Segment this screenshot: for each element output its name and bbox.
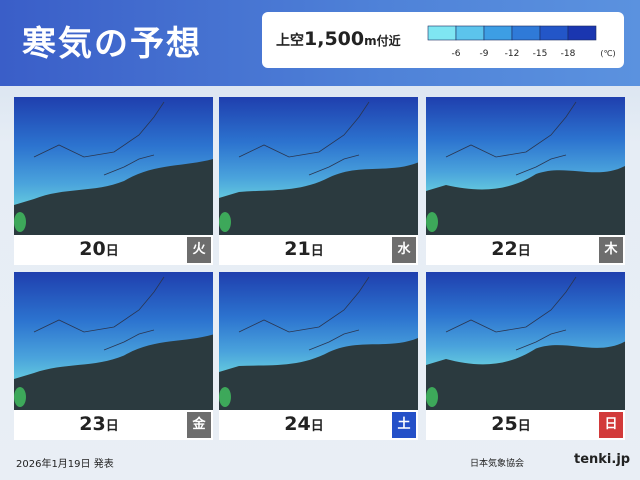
land bbox=[426, 387, 438, 407]
forecast-map bbox=[426, 272, 625, 410]
weekday: 水 bbox=[392, 237, 416, 263]
day-label: 25日日 bbox=[426, 410, 625, 440]
day-label: 22日木 bbox=[426, 235, 625, 265]
forecast-map bbox=[14, 97, 213, 235]
day-label: 23日金 bbox=[14, 410, 213, 440]
legend-swatch bbox=[427, 25, 457, 41]
legend-swatch bbox=[539, 25, 569, 41]
day-number: 24 bbox=[284, 413, 311, 435]
day-label: 24日土 bbox=[219, 410, 418, 440]
day-suffix: 日 bbox=[310, 419, 324, 434]
forecast-map bbox=[219, 272, 418, 410]
brand: tenki.jp bbox=[574, 452, 631, 467]
day-label: 20日火 bbox=[14, 235, 213, 265]
forecast-panel: 20日火 bbox=[14, 97, 213, 265]
forecast-panel: 24日土 bbox=[219, 272, 418, 440]
coast bbox=[33, 101, 165, 176]
header: 寒気の予想 上空1,500m付近 -6 -9 -12 -15 -18 (℃) bbox=[0, 0, 640, 86]
weekday: 火 bbox=[187, 237, 211, 263]
day: 21日 bbox=[219, 238, 389, 260]
forecast-map bbox=[14, 272, 213, 410]
day-number: 20 bbox=[79, 238, 106, 260]
weekday: 金 bbox=[187, 412, 211, 438]
day: 23日 bbox=[14, 413, 184, 435]
land bbox=[219, 387, 231, 407]
day-suffix: 日 bbox=[517, 419, 531, 434]
day: 20日 bbox=[14, 238, 184, 260]
day-suffix: 日 bbox=[517, 244, 531, 259]
forecast-map bbox=[426, 97, 625, 235]
legend-swatch bbox=[483, 25, 513, 41]
legend-tick: -6 bbox=[452, 49, 461, 59]
land bbox=[14, 387, 26, 407]
forecast-panel: 22日木 bbox=[426, 97, 625, 265]
forecast-panel: 21日水 bbox=[219, 97, 418, 265]
issue-date: 2026年1月19日 発表 bbox=[16, 459, 114, 470]
forecast-panel: 23日金 bbox=[14, 272, 213, 440]
legend-swatch bbox=[455, 25, 485, 41]
day-number: 23 bbox=[79, 413, 106, 435]
land bbox=[426, 212, 438, 232]
weekday: 日 bbox=[599, 412, 623, 438]
legend-prefix: 上空 bbox=[276, 33, 304, 49]
organization: 日本気象協会 bbox=[470, 459, 525, 469]
legend-suffix: m付近 bbox=[364, 34, 401, 48]
legend-unit: (℃) bbox=[600, 49, 615, 58]
coast bbox=[238, 276, 370, 351]
coast bbox=[33, 276, 165, 351]
day-number: 25 bbox=[491, 413, 518, 435]
legend-swatch bbox=[567, 25, 597, 41]
cold-air bbox=[219, 97, 418, 198]
coast bbox=[445, 101, 577, 176]
day-suffix: 日 bbox=[105, 419, 119, 434]
day: 25日 bbox=[426, 413, 596, 435]
weekday: 土 bbox=[392, 412, 416, 438]
land bbox=[219, 212, 231, 232]
day-number: 21 bbox=[284, 238, 311, 260]
weekday: 木 bbox=[599, 237, 623, 263]
coast bbox=[445, 276, 577, 351]
cold-air bbox=[14, 97, 213, 205]
day: 22日 bbox=[426, 238, 596, 260]
cold-air bbox=[219, 272, 418, 372]
legend-label: 上空1,500m付近 bbox=[276, 28, 401, 50]
legend: 上空1,500m付近 -6 -9 -12 -15 -18 (℃) bbox=[262, 12, 624, 68]
legend-tick: -15 bbox=[533, 49, 548, 59]
legend-scale: -6 -9 -12 -15 -18 (℃) bbox=[427, 25, 616, 59]
cold-air bbox=[426, 97, 625, 191]
cold-air bbox=[14, 272, 213, 379]
title: 寒気の予想 bbox=[22, 24, 202, 64]
legend-tick: -12 bbox=[505, 49, 520, 59]
coast bbox=[238, 101, 370, 176]
day-suffix: 日 bbox=[310, 244, 324, 259]
legend-swatch bbox=[511, 25, 541, 41]
legend-tick: -9 bbox=[480, 49, 489, 59]
legend-value: 1,500 bbox=[304, 28, 365, 50]
day-label: 21日水 bbox=[219, 235, 418, 265]
day-number: 22 bbox=[491, 238, 518, 260]
land bbox=[14, 212, 26, 232]
forecast-panel: 25日日 bbox=[426, 272, 625, 440]
forecast-map bbox=[219, 97, 418, 235]
cold-air bbox=[426, 272, 625, 365]
legend-tick: -18 bbox=[561, 49, 576, 59]
day: 24日 bbox=[219, 413, 389, 435]
day-suffix: 日 bbox=[105, 244, 119, 259]
